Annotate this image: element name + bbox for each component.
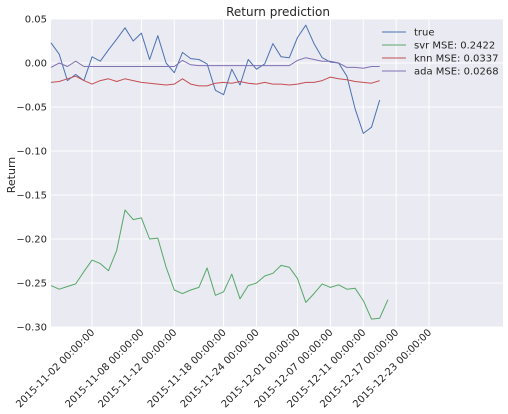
- legend: true svr MSE: 0.2422 knn MSE: 0.0337 ada MS…: [382, 28, 499, 78]
- x-tick-label: 2015-11-02 00:00:00: [14, 327, 97, 410]
- chart-title: Return prediction: [226, 5, 330, 19]
- series-line-1: [50, 209, 389, 320]
- series-line-3: [50, 57, 380, 69]
- y-tick-label: −0.15: [16, 191, 47, 202]
- y-tick-label: −0.20: [16, 235, 47, 246]
- y-axis-title: Return: [5, 157, 18, 194]
- series-line-2: [50, 75, 380, 87]
- grid-lines: [51, 18, 503, 328]
- y-tick-label: 0.05: [25, 15, 47, 26]
- legend-label: knn MSE: 0.0337: [414, 54, 498, 65]
- series-lines: [50, 24, 389, 320]
- legend-label: ada MSE: 0.0268: [414, 67, 499, 78]
- legend-label: svr MSE: 0.2422: [414, 41, 495, 52]
- y-tick-label: −0.25: [16, 279, 47, 290]
- y-tick-label: −0.30: [16, 323, 47, 334]
- plot-background: [51, 19, 503, 327]
- legend-label: true: [414, 28, 435, 39]
- y-tick-label: 0.00: [25, 59, 47, 70]
- series-line-0: [50, 24, 381, 134]
- y-tick-label: −0.10: [16, 147, 47, 158]
- y-tick-label: −0.05: [16, 103, 47, 114]
